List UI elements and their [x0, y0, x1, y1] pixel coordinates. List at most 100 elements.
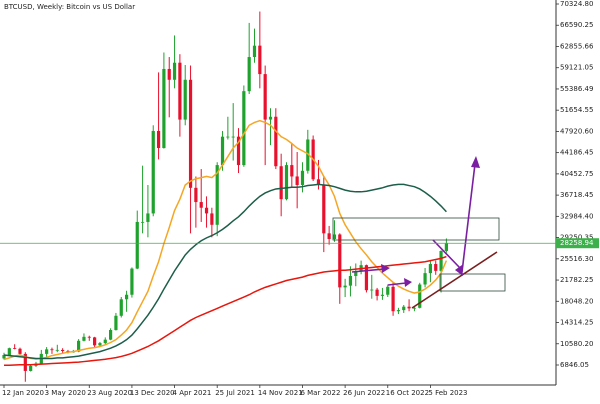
candle-body [284, 165, 289, 200]
candle-body [87, 336, 91, 338]
candle-body [210, 213, 214, 225]
candle-body [98, 343, 102, 346]
y-tick-label: 21782.25 [560, 276, 593, 284]
candle-body [93, 337, 97, 346]
x-tick-label: 3 May 2020 [45, 389, 86, 397]
candle-body [439, 250, 443, 271]
candle-body [380, 294, 385, 296]
arrow-head [381, 264, 390, 273]
candle-body [156, 130, 161, 149]
moving-average-line [3, 119, 448, 361]
candle-body [396, 310, 401, 312]
y-tick-label: 70324.80 [560, 0, 593, 8]
candle-body [354, 271, 358, 276]
x-tick-label: 4 Apr 2021 [173, 389, 212, 397]
candle-body [290, 165, 294, 177]
candle-body [258, 45, 262, 75]
candle-body [215, 165, 219, 225]
y-tick-label: 59121.05 [560, 64, 593, 72]
candle-body [109, 330, 113, 340]
candle-body [348, 275, 353, 286]
candle-body [188, 79, 193, 188]
arrows [351, 163, 476, 286]
candle-body [7, 348, 11, 356]
candle-body [220, 136, 225, 166]
support-box [439, 273, 506, 292]
candle-body [274, 116, 278, 167]
candle-body [13, 348, 17, 349]
arrow-head [471, 156, 480, 168]
candle-body [370, 289, 374, 291]
candle-body [204, 207, 209, 214]
y-tick-label: 6846.05 [560, 361, 589, 369]
chart-title: BTCUSD, Weekly: Bitcoin vs US Dollar [4, 3, 135, 11]
candle-body [391, 286, 395, 312]
candle-body [103, 339, 107, 344]
candle-body [50, 349, 54, 351]
candle-body [423, 273, 427, 285]
x-tick-label: 13 Dec 2020 [130, 389, 175, 397]
candle-body [135, 221, 139, 269]
candle-body [268, 116, 273, 120]
y-tick-label: 62855.66 [560, 42, 594, 50]
candle-body [236, 136, 241, 166]
y-tick-label: 10580.20 [560, 340, 593, 348]
candle-body [226, 136, 230, 138]
resistance-box [332, 217, 500, 241]
arrow-heads [381, 156, 480, 287]
candle-body [300, 170, 305, 185]
plot-area [2, 11, 448, 382]
candle-body [172, 62, 177, 80]
candle-body [247, 57, 251, 92]
candle-body [2, 355, 6, 359]
arrow-head [455, 265, 463, 276]
y-tick-label: 51654.55 [560, 106, 593, 114]
x-tick-label: 5 Feb 2023 [428, 389, 467, 397]
x-tick-label: 12 Jan 2020 [2, 389, 44, 397]
candle-body [242, 91, 246, 166]
arrow [461, 163, 476, 273]
y-tick-label: 66590.25 [560, 21, 593, 29]
y-tick-label: 55386.49 [560, 85, 593, 93]
candle-body [199, 202, 203, 208]
y-tick-label: 36718.45 [560, 191, 593, 199]
candle-body [167, 68, 171, 80]
candle-body [61, 349, 65, 352]
candle-body [252, 45, 257, 58]
candle-body [151, 130, 155, 214]
annotations [332, 156, 506, 309]
y-tick-label: 14314.25 [560, 319, 593, 327]
candle-body [82, 336, 86, 341]
y-tick-label: 29250.35 [560, 234, 593, 242]
x-tick-label: 6 Mar 2022 [300, 389, 340, 397]
candle-body [332, 234, 337, 240]
candle-body [386, 286, 390, 295]
last-price-label: 28258.94 [560, 239, 594, 247]
moving-average-line [3, 183, 447, 360]
arrow [432, 239, 461, 269]
candle-body [114, 315, 118, 331]
x-tick-label: 16 Oct 2022 [386, 389, 429, 397]
candle-body [338, 234, 342, 288]
candle-body [29, 365, 33, 371]
candle-body [194, 187, 198, 203]
candle-body [119, 299, 123, 316]
arrow-head [404, 278, 412, 287]
candle-body [23, 353, 27, 371]
candle-body [279, 166, 283, 200]
candle-body [263, 74, 267, 120]
candle-body [124, 294, 129, 300]
candle-body [364, 265, 369, 291]
candle-body [316, 179, 321, 185]
last-price-label-bg [556, 238, 599, 249]
y-tick-label: 44186.45 [560, 149, 593, 157]
arrow [387, 282, 407, 286]
candle-body [146, 213, 150, 222]
candle-body [295, 176, 299, 185]
candle-body [343, 285, 347, 288]
candle-body [444, 243, 448, 251]
candle-body [418, 284, 422, 308]
